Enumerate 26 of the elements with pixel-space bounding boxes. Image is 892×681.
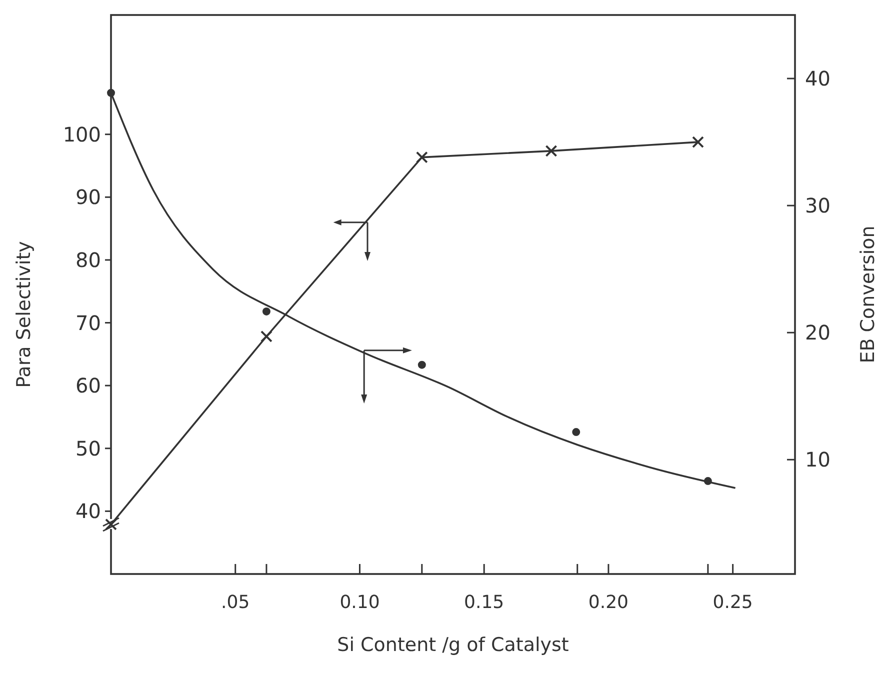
y2-tick-label: 30 — [805, 194, 830, 218]
x-tick-label: 0.25 — [712, 592, 753, 613]
x-axis-title: Si Content /g of Catalyst — [337, 634, 569, 656]
y2-tick-label: 10 — [805, 448, 830, 472]
x-tick-label: 0.15 — [464, 592, 504, 613]
point — [572, 428, 580, 436]
y-tick-label: 40 — [76, 499, 101, 524]
y-tick-label: 80 — [76, 248, 101, 272]
y-tick-label: 90 — [76, 185, 101, 210]
y2-tick-label: 20 — [805, 320, 830, 345]
x-tick-label: 0.10 — [340, 592, 380, 613]
point — [262, 307, 270, 316]
y2-tick-label: 40 — [805, 66, 830, 91]
x-tick-label: .05 — [221, 592, 250, 613]
point — [418, 360, 426, 369]
y-tick-label: 100 — [62, 122, 101, 146]
y-tick-label: 70 — [76, 310, 101, 335]
y2-axis-title: EB Conversion — [857, 226, 879, 364]
point — [545, 144, 558, 157]
y-tick-label: 50 — [76, 436, 101, 460]
point — [260, 330, 272, 342]
point — [692, 136, 704, 148]
y-tick-label: 60 — [76, 374, 101, 398]
x-tick-label: 0.20 — [588, 592, 628, 613]
point — [416, 151, 428, 164]
y-axis-title: Para Selectivity — [13, 241, 35, 388]
